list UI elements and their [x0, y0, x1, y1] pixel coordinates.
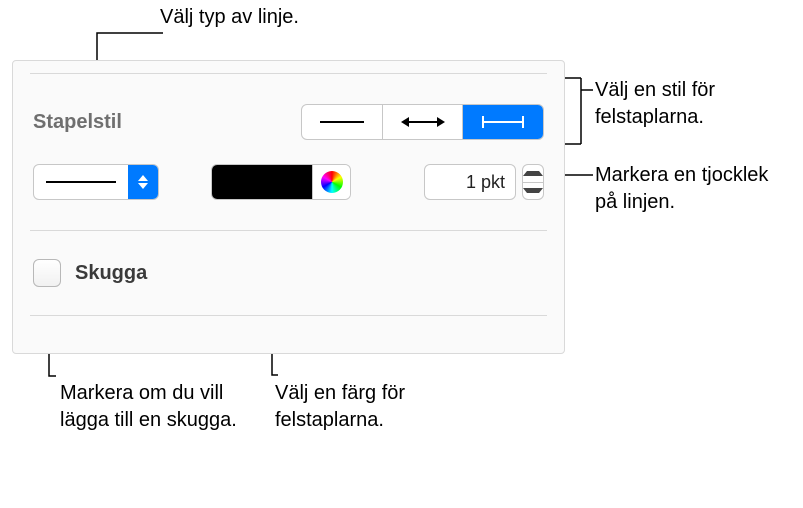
bar-style-segmented[interactable] [301, 104, 544, 140]
color-picker[interactable] [211, 164, 351, 200]
color-wheel-button[interactable] [312, 165, 350, 199]
thickness-field[interactable]: 1 pkt [424, 164, 516, 200]
shadow-label: Skugga [75, 262, 147, 285]
stepper-up-icon[interactable] [523, 165, 543, 183]
thickness-stepper: 1 pkt [424, 164, 544, 200]
bar-style-capped-arrow-icon[interactable] [383, 105, 464, 139]
thickness-stepper-control[interactable] [522, 164, 544, 200]
line-type-popup[interactable] [33, 164, 159, 200]
divider [30, 315, 547, 316]
color-wheel-icon [321, 171, 343, 193]
shadow-row: Skugga [13, 231, 564, 315]
style-panel: Stapelstil [12, 60, 565, 354]
line-preview-icon [34, 165, 128, 199]
bar-style-row: Stapelstil [13, 74, 564, 154]
color-swatch[interactable] [212, 165, 312, 199]
shadow-checkbox[interactable] [33, 259, 61, 287]
section-label: Stapelstil [33, 111, 122, 134]
stepper-down-icon[interactable] [523, 183, 543, 200]
bar-style-capped-line-icon[interactable] [463, 105, 543, 139]
bar-style-line-icon[interactable] [302, 105, 383, 139]
line-controls-row: 1 pkt [13, 154, 564, 230]
popup-arrows-icon [128, 165, 158, 199]
